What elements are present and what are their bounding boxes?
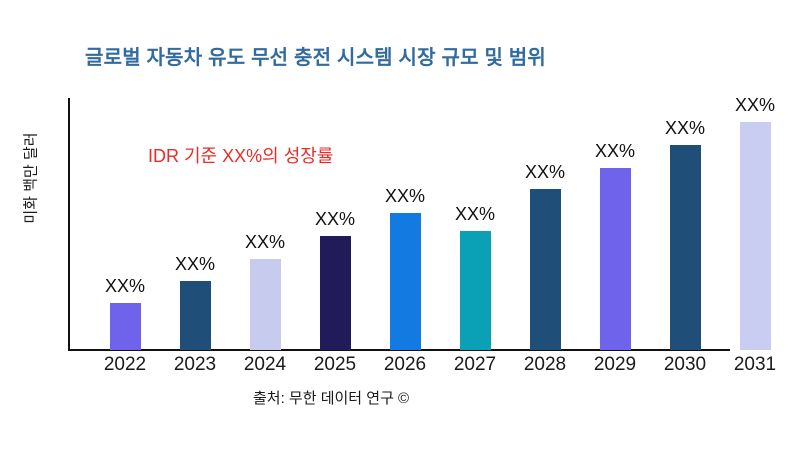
bar-value-label-2031: XX% [734,95,776,115]
x-tick-2023: 2023 [173,354,217,375]
bar-2026 [389,213,421,350]
growth-rate-annotation: IDR 기준 XX%의 성장률 [148,146,334,166]
x-tick-2028: 2028 [523,354,567,375]
y-axis-label: 미화 백만 달러 [22,132,40,224]
bar-2023 [179,281,211,350]
bar-value-label-2026: XX% [384,186,426,206]
bar-value-label-2028: XX% [524,162,566,182]
bar-value-label-2030: XX% [664,118,706,138]
bar-value-label-2022: XX% [104,276,146,296]
bar-2024 [249,259,281,350]
bar-value-label-2023: XX% [174,254,216,274]
bar-2028 [529,189,561,350]
chart-title: 글로벌 자동차 유도 무선 충전 시스템 시장 규모 및 범위 [85,47,547,69]
bar-2022 [109,303,141,350]
bar-value-label-2027: XX% [454,204,496,224]
x-tick-2029: 2029 [593,354,637,375]
bar-value-label-2029: XX% [594,141,636,161]
bar-2025 [319,236,351,350]
bar-2031 [739,122,771,350]
source-footer: 출처: 무한 데이터 연구 © [253,390,410,407]
bar-value-label-2025: XX% [314,209,356,229]
x-tick-2030: 2030 [663,354,707,375]
bar-2027 [459,231,491,350]
x-tick-2025: 2025 [313,354,357,375]
x-tick-2027: 2027 [453,354,497,375]
x-axis-line [68,349,730,351]
x-tick-2026: 2026 [383,354,427,375]
x-tick-2022: 2022 [103,354,147,375]
x-tick-2024: 2024 [243,354,287,375]
y-axis-line [68,98,70,351]
x-tick-2031: 2031 [733,354,777,375]
bar-2029 [599,168,631,350]
bar-value-label-2024: XX% [244,232,286,252]
bar-2030 [669,145,701,350]
